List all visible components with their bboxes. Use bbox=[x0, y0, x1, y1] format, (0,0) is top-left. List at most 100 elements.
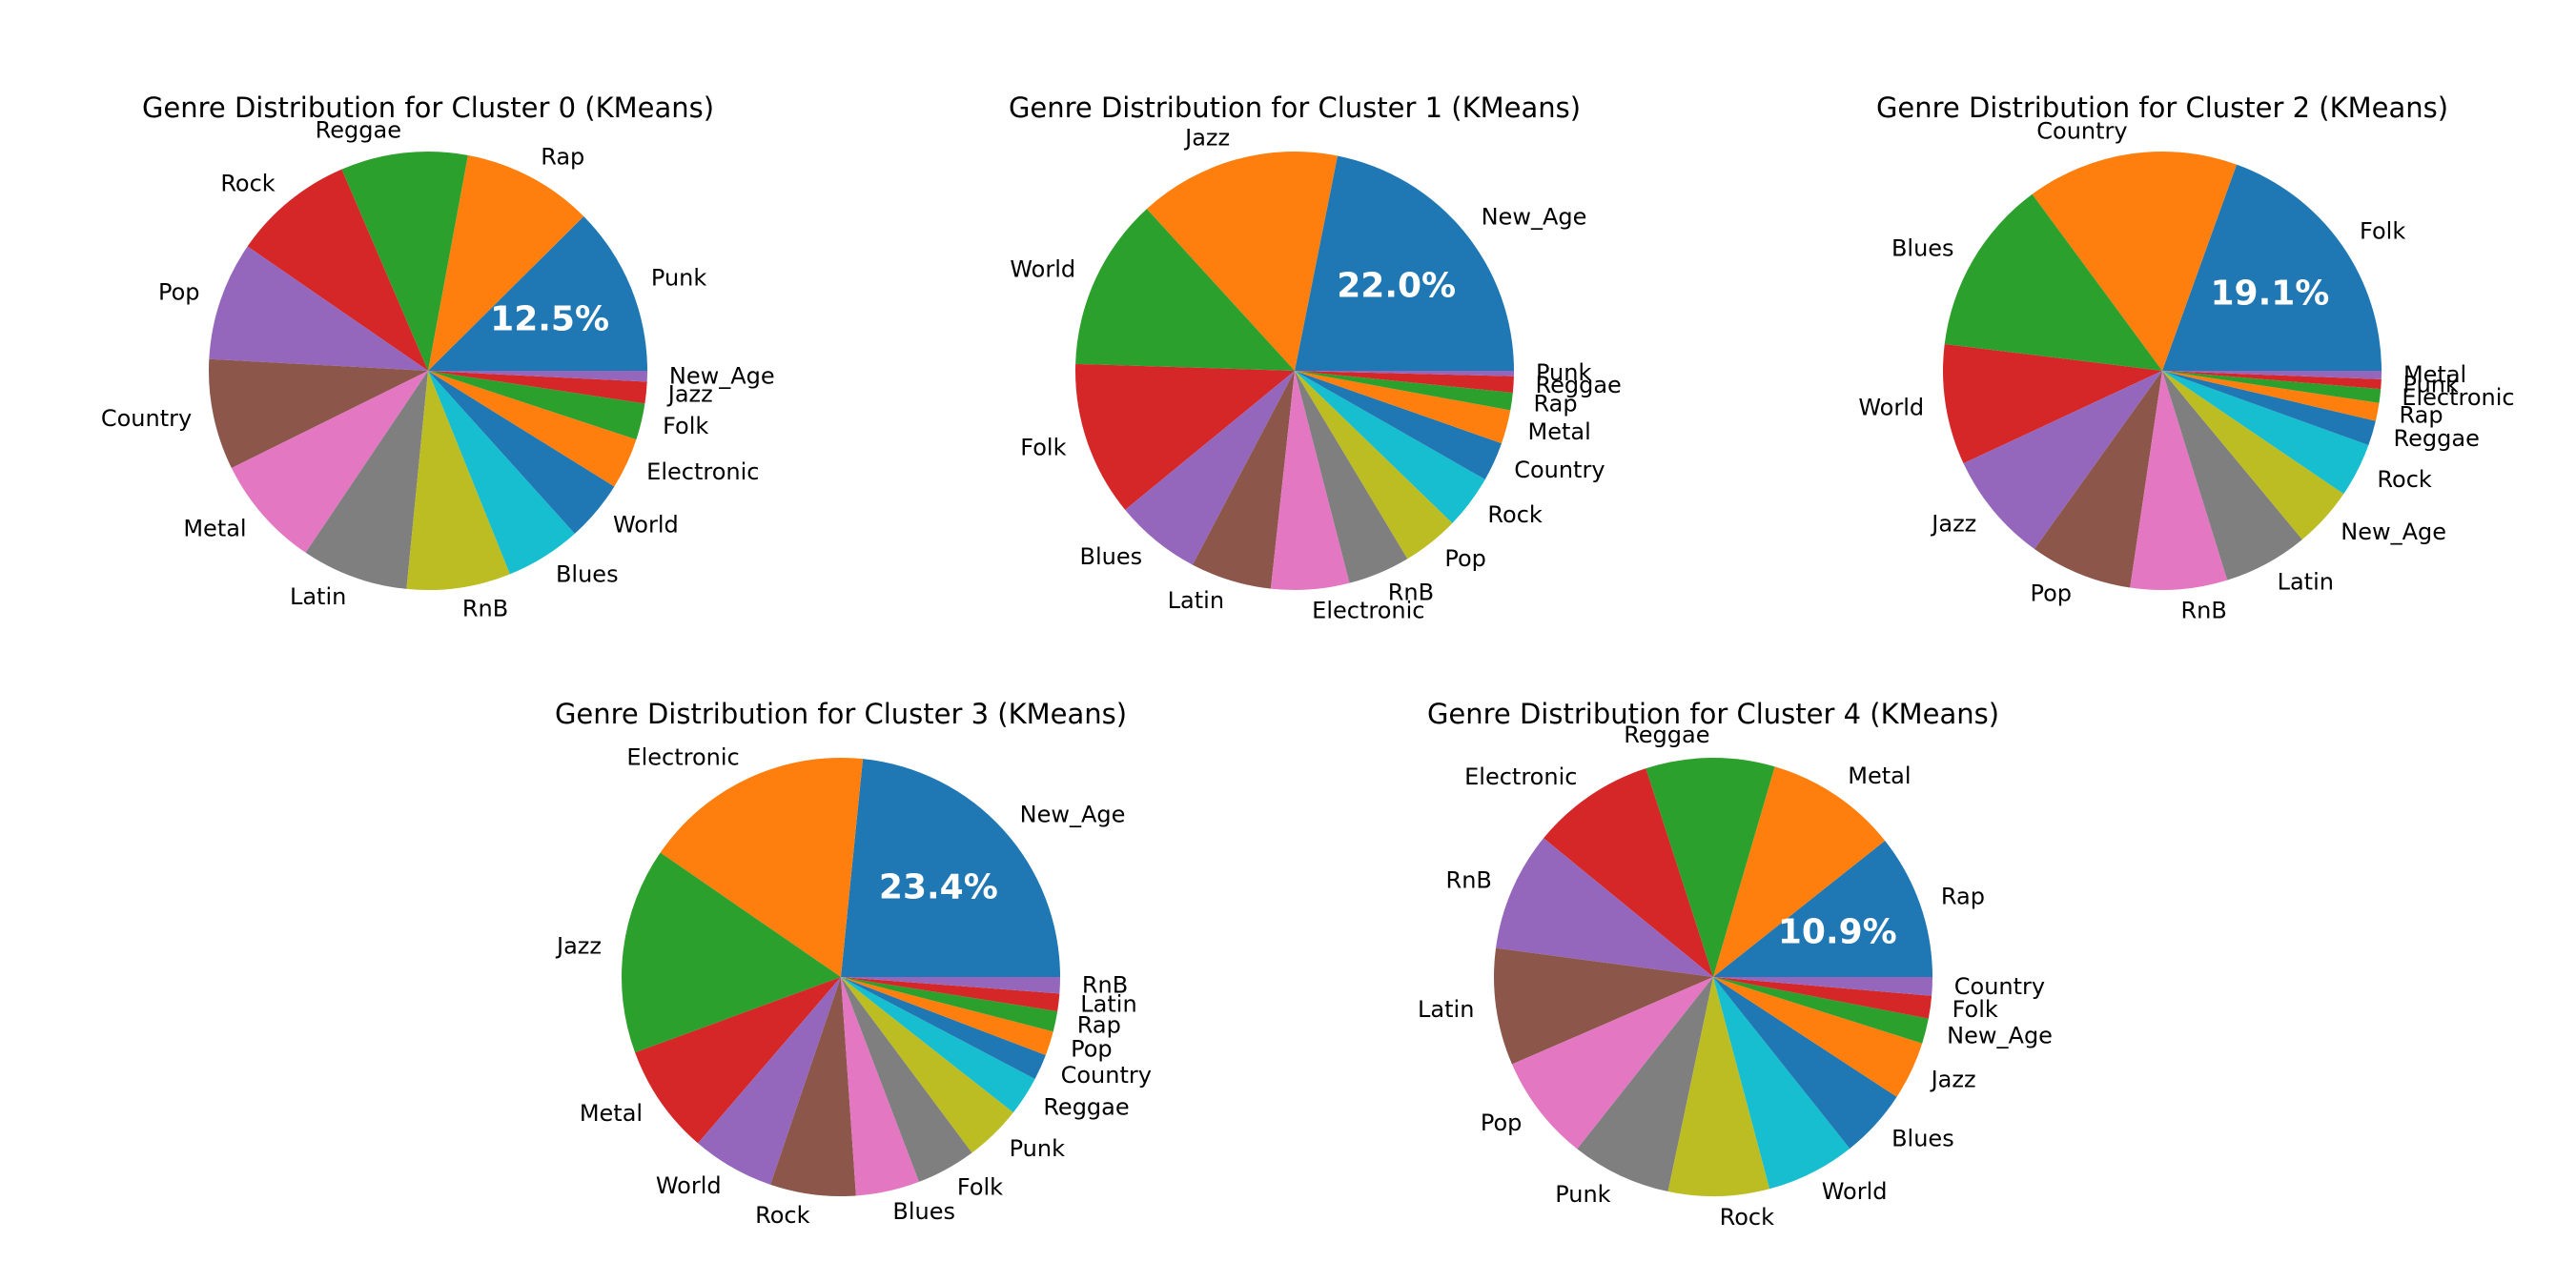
pie-slice-country bbox=[2032, 152, 2238, 371]
slice-label-blues: Blues bbox=[1891, 1125, 1954, 1151]
slice-label-rnb: RnB bbox=[2180, 597, 2226, 623]
slice-label-country: Country bbox=[2036, 118, 2127, 145]
pie-slice-folk bbox=[428, 371, 645, 440]
pie-slice-new-age bbox=[2162, 371, 2344, 540]
slice-label-reggae: Reggae bbox=[1624, 722, 1709, 748]
percent-label-rap: 10.9% bbox=[1778, 913, 1897, 952]
pie-slice-electronic bbox=[2162, 371, 2382, 403]
pie-slice-rnb bbox=[1295, 371, 1408, 583]
slice-label-new-age: New_Age bbox=[1482, 204, 1587, 231]
slice-label-new-age: New_Age bbox=[669, 362, 775, 389]
pie-slice-metal bbox=[231, 371, 428, 553]
slice-label-folk: Folk bbox=[957, 1174, 1003, 1201]
slice-label-rap: Rap bbox=[541, 143, 584, 170]
slice-label-latin: Latin bbox=[1418, 996, 1474, 1023]
labels-cluster-3: New_Age 23.4% Electronic Jazz Metal World Rock… bbox=[555, 743, 1152, 1228]
pie-chart-cluster-2: Genre Distribution for Cluster 2 (KMeans… bbox=[1858, 92, 2514, 623]
slice-label-rock: Rock bbox=[1487, 501, 1542, 528]
slice-label-rnb: RnB bbox=[1446, 866, 1492, 893]
pie-slice-pop bbox=[2034, 371, 2162, 588]
pie-slice-latin bbox=[1192, 371, 1295, 589]
pie-slice-latin bbox=[305, 371, 428, 589]
pie-slice-rock bbox=[2162, 371, 2369, 495]
chart-title-cluster-1: Genre Distribution for Cluster 1 (KMeans… bbox=[1009, 92, 1581, 124]
slice-label-new-age: New_Age bbox=[1020, 801, 1126, 827]
pie-slice-reggae bbox=[1295, 371, 1514, 393]
percent-label-folk: 19.1% bbox=[2210, 275, 2329, 314]
pie-slice-rnb bbox=[841, 977, 1060, 994]
pie-slice-world bbox=[1075, 209, 1295, 371]
slices-cluster-1 bbox=[1074, 152, 1514, 591]
slice-label-world: World bbox=[1010, 255, 1075, 282]
slice-label-folk: Folk bbox=[663, 413, 708, 439]
slices-cluster-4 bbox=[1493, 758, 1932, 1197]
pie-slice-new-age bbox=[841, 759, 1061, 977]
pie-slice-country bbox=[1713, 977, 1932, 996]
slice-label-rap: Rap bbox=[1534, 390, 1578, 417]
pie-slice-electronic bbox=[660, 757, 864, 977]
pie-slice-electronic bbox=[1544, 768, 1713, 977]
slice-label-rap: Rap bbox=[1077, 1011, 1121, 1038]
slice-label-metal: Metal bbox=[580, 1100, 643, 1127]
pie-slice-electronic bbox=[1270, 371, 1350, 591]
slice-label-country: Country bbox=[1514, 457, 1605, 483]
labels-cluster-0: Punk 12.5% Rap Reggae Rock Pop Country Metal Lat… bbox=[101, 117, 775, 622]
slice-label-country: Country bbox=[1061, 1062, 1152, 1089]
pie-slice-blues bbox=[1125, 371, 1295, 565]
slice-label-reggae: Reggae bbox=[316, 117, 401, 144]
slice-label-folk: Folk bbox=[1020, 434, 1066, 460]
labels-cluster-4: Rap 10.9% Metal Reggae Electronic RnB Latin Pop… bbox=[1418, 722, 2053, 1231]
pie-slice-rap bbox=[2162, 371, 2380, 421]
slice-label-latin: Latin bbox=[2278, 568, 2334, 595]
slice-label-electronic: Electronic bbox=[1312, 597, 1424, 623]
slice-label-electronic: Electronic bbox=[1464, 763, 1577, 790]
percent-label-punk: 12.5% bbox=[490, 299, 609, 338]
slice-label-rnb: RnB bbox=[462, 595, 508, 621]
slice-label-folk: Folk bbox=[1952, 996, 1998, 1023]
pie-slice-pop bbox=[209, 246, 428, 371]
slice-label-electronic: Electronic bbox=[646, 458, 759, 485]
pie-slice-country bbox=[208, 358, 428, 469]
slice-label-metal: Metal bbox=[1848, 763, 1911, 789]
slice-label-country: Country bbox=[101, 405, 192, 432]
chart-title-cluster-3: Genre Distribution for Cluster 3 (KMeans… bbox=[555, 698, 1127, 730]
pie-slice-punk bbox=[1577, 977, 1713, 1192]
pie-slice-country bbox=[841, 977, 1046, 1079]
percent-label-new-age: 23.4% bbox=[879, 867, 998, 906]
slice-label-jazz: Jazz bbox=[1183, 124, 1230, 151]
slice-label-electronic: Electronic bbox=[2402, 384, 2514, 411]
labels-cluster-2: Folk 19.1% Country Blues World Jazz Pop RnB Lati… bbox=[1858, 118, 2514, 624]
slice-label-electronic: Electronic bbox=[626, 743, 739, 770]
pie-chart-cluster-0: Genre Distribution for Cluster 0 (KMeans… bbox=[101, 92, 775, 621]
pie-slice-blues bbox=[841, 977, 919, 1196]
slice-label-jazz: Jazz bbox=[666, 380, 713, 407]
pie-slice-blues bbox=[1944, 193, 2162, 371]
pie-slice-jazz bbox=[1963, 371, 2162, 549]
pie-slice-pop bbox=[1511, 977, 1713, 1150]
slice-label-rap: Rap bbox=[2399, 402, 2443, 429]
pie-slice-rock bbox=[770, 977, 856, 1196]
slice-label-latin: Latin bbox=[290, 583, 346, 610]
slice-label-world: World bbox=[656, 1172, 722, 1199]
slice-label-punk: Punk bbox=[651, 265, 706, 292]
slice-label-metal: Metal bbox=[2403, 361, 2466, 388]
pie-slice-electronic bbox=[428, 371, 637, 487]
slice-label-jazz: Jazz bbox=[1930, 1066, 1976, 1092]
pie-slice-metal bbox=[1713, 766, 1886, 977]
slice-label-new-age: New_Age bbox=[1947, 1022, 2053, 1048]
slice-label-pop: Pop bbox=[2031, 580, 2073, 607]
slice-label-reggae: Reggae bbox=[2394, 425, 2480, 452]
pie-slice-country bbox=[1295, 371, 1503, 479]
chart-title-cluster-0: Genre Distribution for Cluster 0 (KMeans… bbox=[142, 92, 714, 124]
slice-label-folk: Folk bbox=[2360, 218, 2405, 245]
slice-label-rock: Rock bbox=[755, 1202, 809, 1229]
pie-slice-new-age bbox=[1713, 977, 1929, 1044]
pie-slice-reggae bbox=[841, 977, 1035, 1113]
pie-slice-folk bbox=[841, 977, 972, 1182]
pie-slice-folk bbox=[2162, 164, 2382, 371]
pie-slice-reggae bbox=[1646, 758, 1775, 977]
pie-chart-cluster-1: Genre Distribution for Cluster 1 (KMeans… bbox=[1009, 92, 1622, 623]
pie-slice-punk bbox=[428, 216, 647, 371]
slice-label-pop: Pop bbox=[158, 278, 200, 305]
